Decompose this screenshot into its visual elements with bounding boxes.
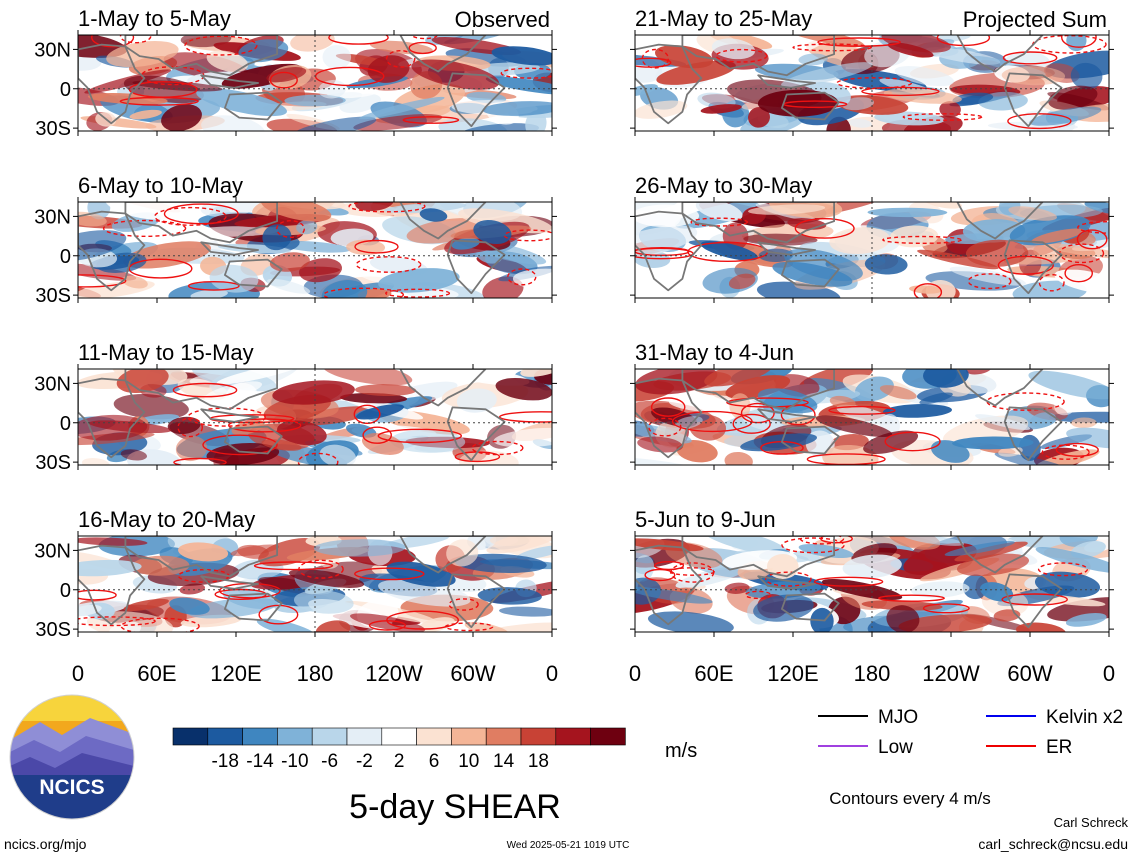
observed-label: Observed — [455, 7, 550, 32]
chart-title: 5-day SHEAR — [349, 788, 561, 826]
colorbar-tick-label: 6 — [429, 751, 440, 772]
panel-period-label: 16-May to 20-May — [78, 507, 255, 532]
y-tick-label: 0 — [60, 79, 71, 101]
x-tick-label: 120W — [922, 661, 980, 686]
y-tick-label: 30N — [34, 39, 71, 61]
legend-item-low: Low — [818, 737, 913, 758]
y-tick-label: 0 — [60, 246, 71, 268]
colorbar-tick-label: -10 — [281, 751, 308, 772]
colorbar-tick-label: 18 — [528, 751, 549, 772]
timestamp: Wed 2025-05-21 1019 UTC — [507, 840, 630, 851]
colorbar-tick-label: -14 — [246, 751, 274, 772]
panel-7: 31-May to 4-Jun — [630, 340, 1114, 470]
panel-3: 11-May to 15-May 30N 0 30S — [34, 340, 557, 474]
legend-label: Low — [878, 737, 913, 758]
x-tick-label: 0 — [1103, 661, 1115, 686]
legend-item-kelvin-x2: Kelvin x2 — [986, 707, 1123, 728]
colorbar-swatch — [311, 727, 348, 746]
colorbar-tick-label: 2 — [394, 751, 405, 772]
colorbar-swatch — [485, 727, 522, 746]
panel-period-label: 1-May to 5-May — [78, 6, 231, 31]
x-tick-label: 60W — [450, 661, 495, 686]
panel-period-label: 26-May to 30-May — [635, 173, 812, 198]
colorbar-tick-label: 14 — [493, 751, 515, 772]
panel-period-label: 31-May to 4-Jun — [635, 340, 794, 365]
x-tick-label: 0 — [629, 661, 641, 686]
x-tick-label: 0 — [546, 661, 558, 686]
author: Carl Schreck — [1054, 815, 1129, 830]
x-tick-label: 180 — [297, 661, 334, 686]
panel-8: 5-Jun to 9-Jun — [630, 507, 1114, 637]
legend-label: Kelvin x2 — [1046, 707, 1123, 728]
y-tick-label: 30N — [34, 540, 71, 562]
x-tick-label: 120E — [767, 661, 818, 686]
ncics-logo: NCICS — [9, 694, 135, 820]
unit-label: m/s — [665, 740, 697, 762]
x-tick-label: 0 — [72, 661, 84, 686]
contour-legend: MJO Kelvin x2 Low ER — [818, 707, 1123, 758]
colorbar-swatch — [451, 727, 487, 746]
panel-period-label: 21-May to 25-May — [635, 6, 812, 31]
y-tick-label: 0 — [60, 413, 71, 435]
x-tick-label: 120E — [210, 661, 261, 686]
legend-label: ER — [1046, 737, 1072, 758]
logo-text: NCICS — [39, 776, 104, 799]
x-tick-label: 180 — [854, 661, 891, 686]
colorbar-tick-label: -2 — [356, 751, 373, 772]
y-tick-label: 30S — [35, 285, 71, 307]
y-tick-label: 30N — [34, 373, 71, 395]
x-tick-label: 60E — [137, 661, 176, 686]
panel-period-label: 6-May to 10-May — [78, 173, 243, 198]
legend-item-mjo: MJO — [818, 707, 918, 728]
colorbar-swatch — [207, 727, 243, 746]
panel-2: 6-May to 10-May 30N 0 30S — [34, 173, 557, 307]
y-tick-label: 30S — [35, 118, 71, 140]
y-tick-label: 30N — [34, 206, 71, 228]
contour-note: Contours every 4 m/s — [829, 789, 991, 808]
colorbar-swatch — [381, 727, 417, 746]
colorbar-swatch — [555, 727, 591, 746]
colorbar: -18 -14 -10 -6 -2 2 6 10 14 18 — [172, 727, 626, 772]
legend-item-er: ER — [986, 737, 1072, 758]
legend-label: MJO — [878, 707, 918, 728]
colorbar-swatch — [590, 727, 626, 746]
colorbar-tick-label: -6 — [321, 751, 338, 772]
x-tick-label: 60W — [1007, 661, 1052, 686]
panel-6: 26-May to 30-May — [630, 173, 1114, 303]
colorbar-swatch — [172, 727, 209, 746]
author-email: carl_schreck@ncsu.edu — [978, 836, 1128, 852]
x-tick-label: 60E — [694, 661, 733, 686]
source-url: ncics.org/mjo — [4, 836, 87, 852]
panel-period-label: 11-May to 15-May — [78, 340, 254, 365]
panel-5: 21-May to 25-May Projected Sum — [630, 6, 1114, 136]
projected-sum-label: Projected Sum — [963, 7, 1107, 32]
colorbar-swatch — [242, 727, 278, 746]
colorbar-swatch — [346, 727, 383, 746]
panel-period-label: 5-Jun to 9-Jun — [635, 507, 776, 532]
y-tick-label: 0 — [60, 580, 71, 602]
x-tick-label: 120W — [365, 661, 423, 686]
panel-1: 1-May to 5-May Observed 30N 0 30S — [34, 6, 557, 140]
colorbar-swatch — [416, 727, 452, 746]
colorbar-swatch — [520, 727, 557, 746]
panel-4: 16-May to 20-May 30N 0 30S — [34, 507, 557, 641]
y-tick-label: 30S — [35, 452, 71, 474]
colorbar-swatch — [277, 727, 313, 746]
colorbar-tick-label: -18 — [211, 751, 238, 772]
axes: 0 60E 120E 180 120W 60W 0 0 60E 120E 180 120W 60W 0 — [72, 661, 1115, 686]
colorbar-tick-label: 10 — [458, 751, 479, 772]
y-tick-label: 30S — [35, 619, 71, 641]
